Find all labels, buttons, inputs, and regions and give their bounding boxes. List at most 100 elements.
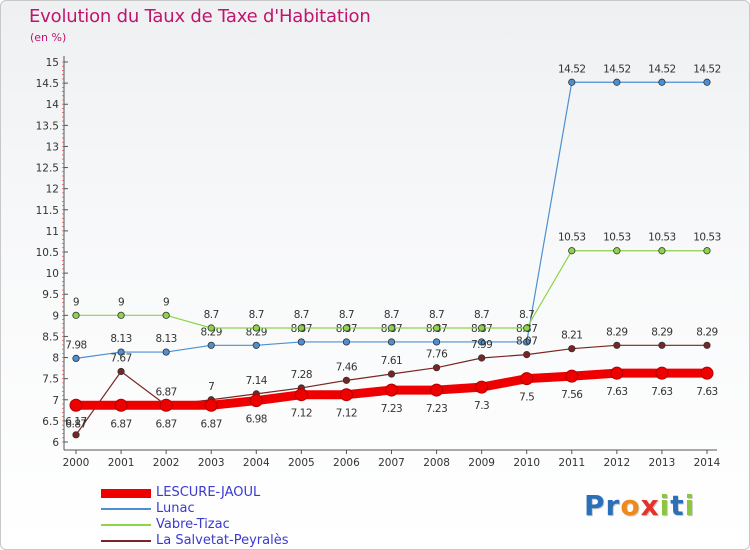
x-tick-label: 2013 [649, 457, 676, 469]
x-tick-label: 2012 [603, 457, 630, 469]
data-point [523, 350, 531, 359]
data-point [342, 324, 351, 332]
logo-letter: x [640, 489, 660, 522]
legend-swatch [101, 524, 151, 526]
data-point [478, 324, 486, 332]
data-label: 7.28 [291, 369, 312, 381]
data-point [703, 247, 711, 255]
data-label: 7.63 [696, 386, 717, 398]
data-label: 8.07 [516, 336, 537, 348]
data-point [430, 383, 444, 397]
data-label: 7.63 [606, 386, 627, 398]
data-label: 7.3 [474, 400, 489, 412]
proxiti-logo: Proxiti [584, 489, 695, 522]
data-point [523, 324, 531, 332]
data-point [342, 376, 351, 384]
data-point [475, 380, 489, 394]
data-point [69, 398, 83, 412]
data-label: 7.5 [519, 392, 534, 404]
data-point [385, 383, 398, 397]
data-point [703, 78, 711, 86]
chart-unit-label: (en %) [30, 31, 67, 44]
data-label: 6.87 [65, 418, 86, 430]
data-label: 7.67 [110, 352, 131, 364]
x-tick-label: 2007 [378, 457, 405, 469]
data-point [613, 341, 621, 349]
data-point [703, 341, 711, 349]
data-label: 6.17 [65, 416, 86, 428]
data-point [207, 341, 215, 349]
y-tick-label: 9 [52, 310, 59, 322]
x-tick-label: 2003 [198, 457, 225, 469]
data-point [568, 247, 576, 255]
data-point [207, 324, 215, 332]
data-label: 6.87 [155, 418, 176, 430]
y-tick-label: 7.5 [42, 374, 59, 386]
logo-letter: i [659, 489, 671, 522]
data-point [72, 311, 80, 319]
x-tick-label: 2011 [558, 457, 585, 469]
y-tick-label: 11.5 [36, 205, 59, 217]
chart-legend: LESCURE-JAOUL Lunac Vabre-Tizac La Salvetat… [101, 485, 361, 549]
x-tick-label: 2010 [513, 457, 540, 469]
data-point [297, 324, 305, 332]
data-point [204, 398, 218, 412]
y-tick-label: 10.5 [36, 247, 59, 259]
data-label: 10.53 [648, 232, 676, 244]
y-tick-label: 10 [46, 268, 59, 280]
data-label: 7.14 [246, 375, 268, 387]
data-point [523, 338, 531, 346]
data-label: 14.52 [648, 63, 676, 75]
logo-letter: P [584, 489, 606, 522]
x-tick-label: 2000 [63, 457, 90, 469]
data-point [478, 338, 486, 346]
legend-swatch [101, 488, 151, 498]
data-point [613, 78, 621, 86]
data-label: 7.98 [65, 339, 86, 351]
data-point [658, 78, 666, 86]
y-tick-label: 13.5 [36, 120, 59, 132]
data-point [387, 370, 396, 378]
data-label: 8.7 [294, 309, 309, 321]
legend-item: Vabre-Tizac [101, 517, 361, 533]
data-point [117, 348, 125, 356]
y-tick-label: 13 [46, 141, 59, 153]
data-label: 14.52 [603, 63, 631, 75]
legend-item: LESCURE-JAOUL [101, 485, 361, 501]
data-point [568, 78, 576, 86]
data-label: 8.13 [110, 333, 131, 345]
data-label: 7.63 [651, 386, 672, 398]
data-point [114, 398, 128, 412]
data-label: 7.23 [381, 403, 402, 415]
data-point [610, 366, 624, 380]
x-tick-label: 2014 [694, 457, 721, 469]
data-point [72, 354, 80, 362]
y-tick-label: 12 [46, 184, 59, 196]
logo-letter: i [684, 489, 696, 522]
data-point [162, 311, 170, 319]
data-label: 8.13 [155, 333, 176, 345]
legend-item: Lunac [101, 501, 361, 517]
data-label: 7.76 [426, 349, 448, 361]
data-point [252, 341, 260, 349]
data-label: 7.12 [291, 408, 312, 420]
x-tick-label: 2009 [468, 457, 495, 469]
data-point [159, 398, 173, 412]
y-tick-label: 15 [46, 57, 59, 69]
data-point [162, 348, 170, 356]
data-point [568, 345, 576, 353]
data-point [520, 372, 534, 386]
data-point [658, 247, 666, 255]
data-point [297, 338, 305, 346]
data-label: 10.53 [558, 232, 586, 244]
logo-letter: o [620, 489, 641, 522]
data-label: 6.98 [246, 414, 267, 426]
data-label: 10.53 [693, 232, 721, 244]
data-label: 6.87 [201, 418, 222, 430]
legend-swatch [101, 508, 151, 510]
legend-label: Vabre-Tizac [156, 517, 230, 532]
data-point [387, 324, 396, 332]
data-point [249, 394, 263, 408]
